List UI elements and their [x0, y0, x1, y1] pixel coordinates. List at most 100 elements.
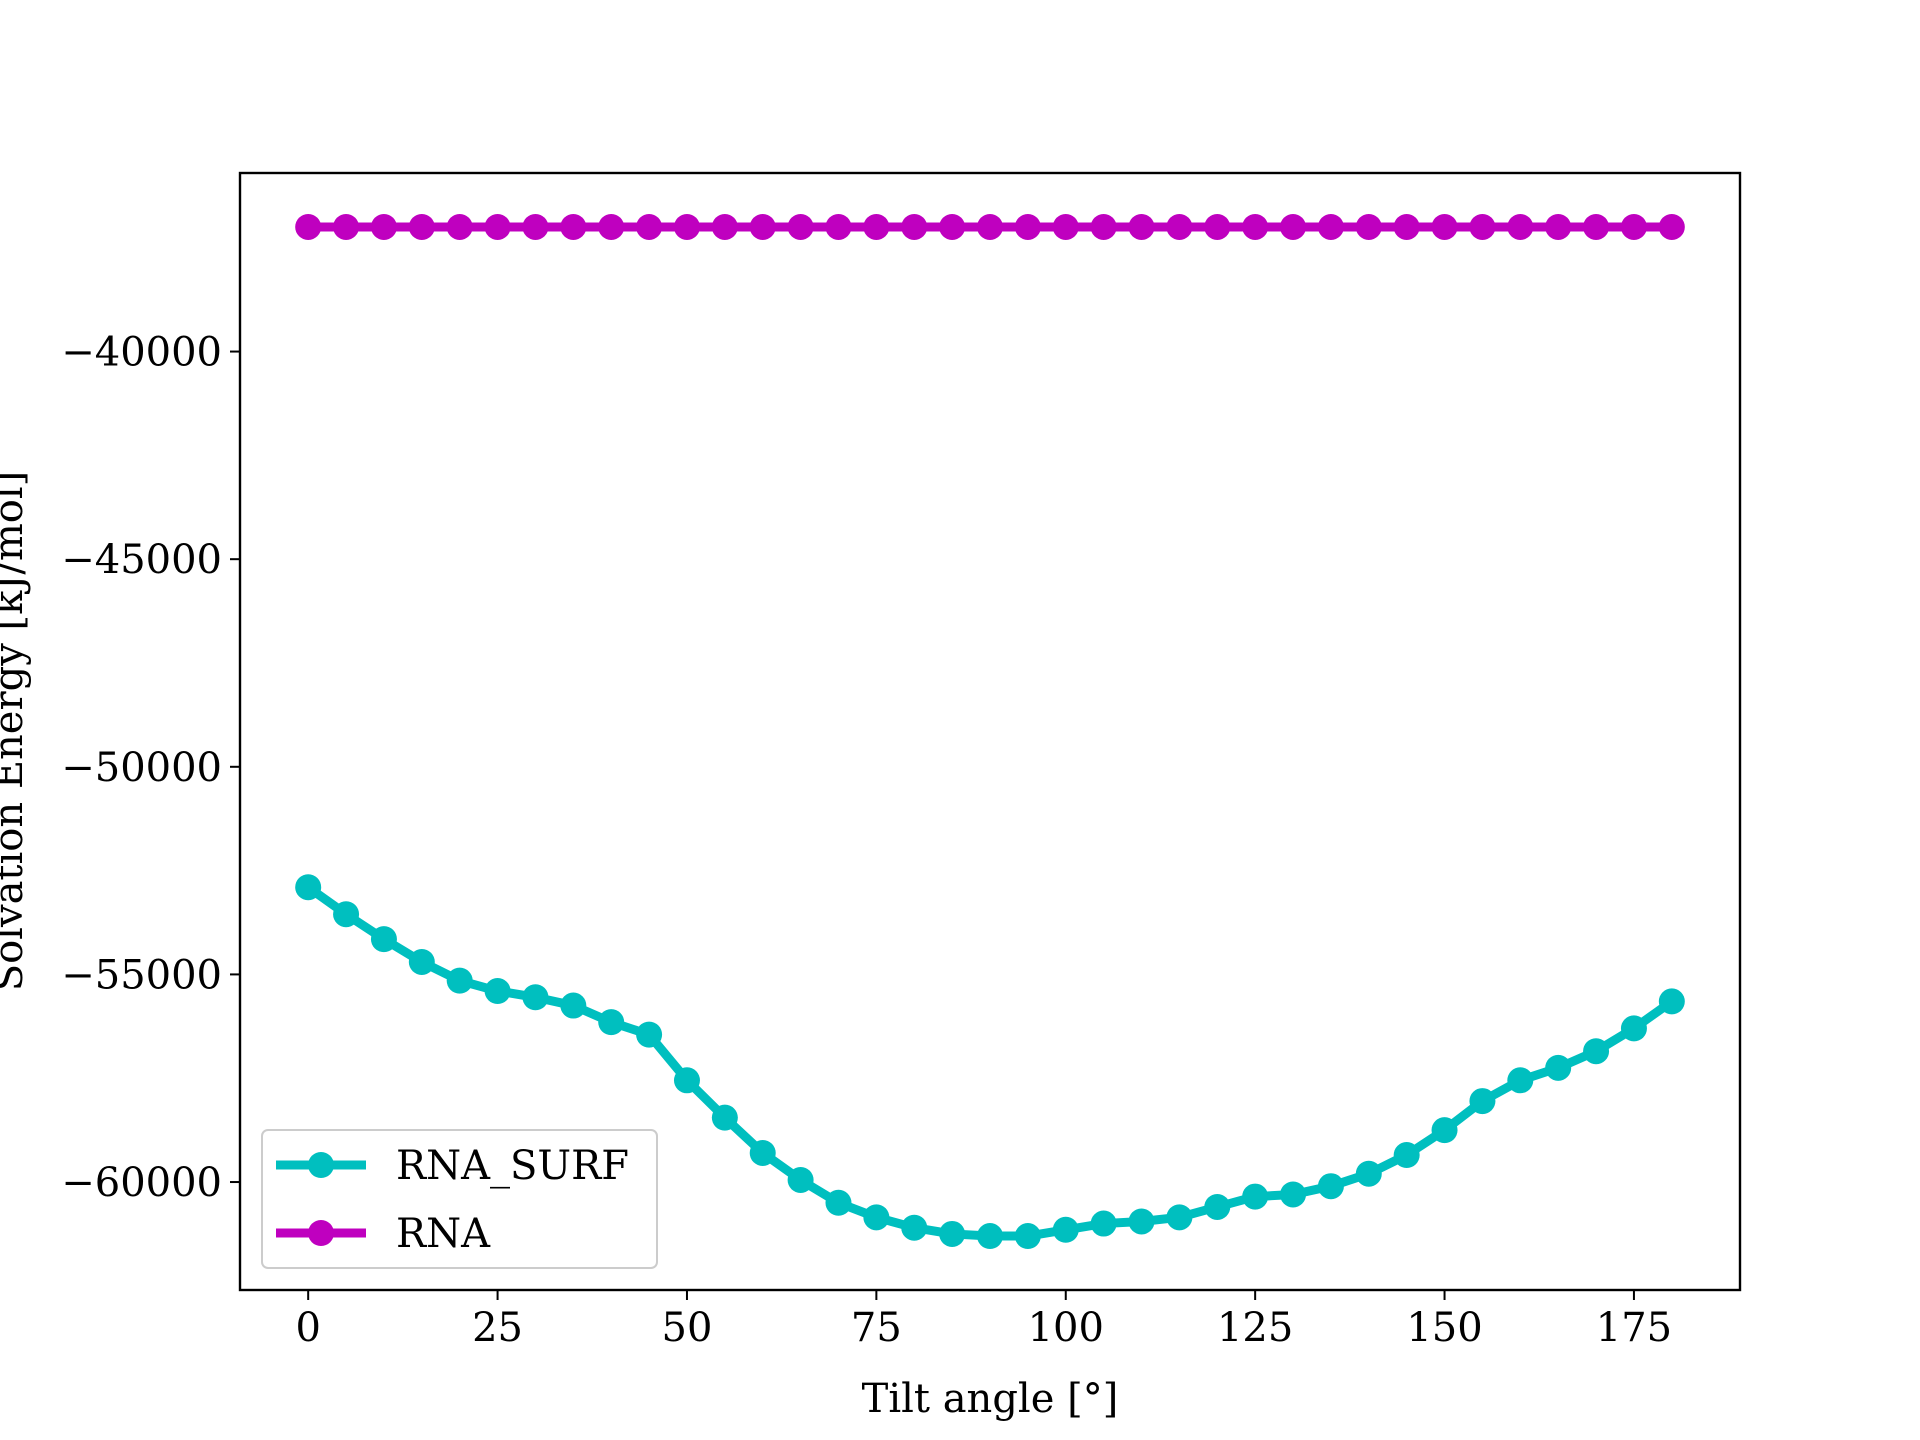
data-point-rna	[1545, 213, 1572, 240]
data-point-rna-surf	[1014, 1223, 1041, 1250]
data-point-rna	[295, 213, 322, 240]
data-point-rna	[787, 213, 814, 240]
y-tick-label: −40000	[61, 330, 222, 376]
data-point-rna	[1469, 213, 1496, 240]
plot-frame	[238, 171, 1742, 1292]
data-point-rna-surf	[1317, 1173, 1344, 1200]
x-tick-label: 0	[295, 1305, 320, 1351]
data-point-rna	[1507, 213, 1534, 240]
data-point-rna	[1355, 213, 1382, 240]
series-rna-surf	[295, 874, 1685, 1250]
data-point-rna	[977, 213, 1003, 240]
data-point-rna	[1204, 213, 1231, 240]
data-point-rna-surf	[370, 926, 397, 953]
data-point-rna-surf	[1052, 1216, 1079, 1243]
data-point-rna-surf	[560, 992, 587, 1019]
data-point-rna	[1280, 213, 1307, 240]
data-point-rna	[1658, 213, 1685, 240]
x-axis-label: Tilt angle [°]	[862, 1376, 1119, 1422]
data-point-rna-surf	[598, 1009, 625, 1036]
data-point-rna-surf	[711, 1104, 738, 1131]
data-point-rna	[1620, 213, 1647, 240]
y-tick-label: −50000	[61, 745, 222, 791]
data-point-rna-surf	[1583, 1038, 1610, 1065]
data-point-rna	[1166, 213, 1193, 240]
data-point-rna	[1090, 213, 1117, 240]
data-point-rna	[1583, 213, 1610, 240]
data-point-rna-surf	[408, 948, 435, 975]
data-point-rna-surf	[749, 1139, 776, 1166]
data-point-rna-surf	[863, 1204, 890, 1231]
data-point-rna-surf	[1431, 1117, 1458, 1144]
data-point-rna	[598, 213, 625, 240]
series-rna	[295, 213, 1685, 240]
x-tick-label: 50	[662, 1305, 713, 1351]
data-point-rna-surf	[484, 978, 511, 1005]
data-point-rna	[484, 213, 511, 240]
legend: RNA_SURF RNA	[261, 1129, 658, 1269]
data-point-rna	[1014, 213, 1041, 240]
y-axis-label: Solvation Energy [kJ/mol]	[0, 471, 32, 992]
legend-label-rna: RNA	[396, 1211, 491, 1257]
data-point-rna-surf	[522, 984, 549, 1011]
data-point-rna-surf	[939, 1220, 966, 1247]
data-point-rna	[825, 213, 852, 240]
data-point-rna	[636, 213, 663, 240]
legend-swatch-marker-rna-surf	[308, 1152, 334, 1178]
data-point-rna-surf	[977, 1223, 1003, 1250]
data-point-rna-surf	[1469, 1088, 1496, 1115]
x-tick-label: 125	[1217, 1305, 1293, 1351]
data-point-rna-surf	[1507, 1067, 1534, 1094]
data-point-rna	[408, 213, 435, 240]
data-point-rna-surf	[1355, 1160, 1382, 1187]
data-point-rna	[1317, 213, 1344, 240]
data-point-rna-surf	[333, 901, 360, 928]
data-point-rna	[1393, 213, 1420, 240]
data-point-rna-surf	[1204, 1193, 1231, 1220]
data-point-rna	[522, 213, 549, 240]
data-point-rna	[333, 213, 360, 240]
data-point-rna-surf	[1280, 1181, 1307, 1208]
data-point-rna-surf	[901, 1214, 928, 1241]
data-point-rna-surf	[636, 1021, 663, 1048]
data-point-rna-surf	[787, 1166, 814, 1193]
data-point-rna	[446, 213, 473, 240]
data-point-rna-surf	[1393, 1142, 1420, 1169]
data-point-rna	[749, 213, 776, 240]
data-point-rna-surf	[1242, 1183, 1269, 1210]
data-point-rna-surf	[1545, 1054, 1572, 1081]
data-point-rna-surf	[1166, 1204, 1193, 1231]
legend-entry-rna: RNA	[276, 1211, 491, 1257]
data-point-rna-surf	[673, 1067, 700, 1094]
data-point-rna-surf	[1620, 1015, 1647, 1042]
data-point-rna	[863, 213, 890, 240]
y-tick-label: −55000	[61, 952, 222, 998]
data-point-rna-surf	[1658, 988, 1685, 1015]
data-point-rna	[939, 213, 966, 240]
data-point-rna-surf	[1090, 1210, 1117, 1237]
ticks-layer: 0 25 50 75 100 125 150 175 −40000 −45000 −50000 −55…	[61, 330, 1672, 1351]
data-point-rna-surf	[825, 1189, 852, 1216]
data-point-rna-surf	[295, 874, 322, 901]
data-point-rna	[370, 213, 397, 240]
y-tick-label: −60000	[61, 1160, 222, 1206]
legend-label-rna-surf: RNA_SURF	[396, 1143, 629, 1189]
data-point-rna	[901, 213, 928, 240]
data-point-rna-surf	[446, 967, 473, 994]
data-point-rna	[673, 213, 700, 240]
x-tick-label: 175	[1596, 1305, 1672, 1351]
data-point-rna	[1052, 213, 1079, 240]
series-layer	[295, 213, 1685, 1250]
y-tick-label: −45000	[61, 537, 222, 583]
data-point-rna	[560, 213, 587, 240]
x-tick-label: 100	[1028, 1305, 1104, 1351]
data-point-rna	[1431, 213, 1458, 240]
x-tick-label: 25	[472, 1305, 523, 1351]
data-point-rna	[1242, 213, 1269, 240]
data-point-rna-surf	[1128, 1208, 1155, 1235]
x-tick-label: 75	[851, 1305, 902, 1351]
data-point-rna	[711, 213, 738, 240]
x-tick-label: 150	[1406, 1305, 1482, 1351]
legend-swatch-marker-rna	[308, 1220, 334, 1246]
